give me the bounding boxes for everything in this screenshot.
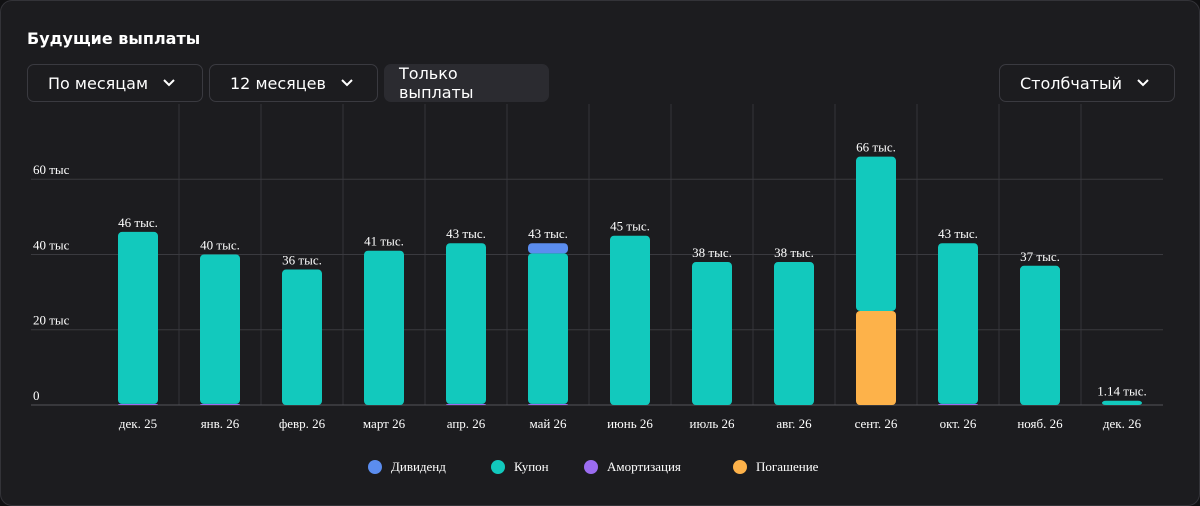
- bar-segment: [610, 235, 650, 405]
- bar-segment: [118, 403, 158, 405]
- period-select[interactable]: По месяцам: [27, 64, 203, 102]
- x-tick-label: сент. 26: [855, 416, 898, 431]
- bar-segment: [446, 243, 486, 404]
- x-tick-label: июль 26: [689, 416, 735, 431]
- range-select[interactable]: 12 месяцев: [209, 64, 378, 102]
- total-label: 38 тыс.: [774, 245, 814, 260]
- legend-dot: [368, 460, 382, 474]
- bar-segment: [938, 403, 978, 405]
- total-label: 37 тыс.: [1020, 249, 1060, 264]
- bar-segment: [856, 156, 896, 311]
- label: По месяцам: [48, 73, 149, 93]
- x-tick-label: март 26: [363, 416, 406, 431]
- total-label: 43 тыс.: [446, 226, 486, 241]
- bar-segment: [446, 403, 486, 405]
- bar-segment: [118, 231, 158, 404]
- chevron: [341, 79, 353, 87]
- legend-dot: [733, 460, 747, 474]
- legend-label: Амортизация: [607, 459, 681, 474]
- total-label: 43 тыс.: [528, 226, 568, 241]
- total-label: 46 тыс.: [118, 215, 158, 230]
- total-label: 43 тыс.: [938, 226, 978, 241]
- x-tick-label: июнь 26: [607, 416, 653, 431]
- payouts-only-toggle[interactable]: Только выплаты: [384, 64, 549, 102]
- total-label: 38 тыс.: [692, 245, 732, 260]
- chart-type-select[interactable]: Столбчатый: [999, 64, 1175, 102]
- chevron: [1137, 79, 1149, 87]
- legend-label: Дивиденд: [391, 459, 446, 474]
- card-title: Будущие выплаты: [27, 29, 201, 48]
- legend-dot: [491, 460, 505, 474]
- bar-segment: [1020, 265, 1060, 405]
- legend-dot: [584, 460, 598, 474]
- total-label: 66 тыс.: [856, 140, 896, 155]
- total-label: 1.14 тыс.: [1097, 384, 1146, 399]
- bar-segment: [200, 403, 240, 405]
- y-tick-label: 20 тыс: [33, 313, 70, 328]
- bar-segment: [1102, 400, 1142, 405]
- bar-segment: [528, 243, 568, 254]
- x-tick-label: февр. 26: [279, 416, 326, 431]
- bar-segment: [282, 269, 322, 405]
- legend-label: Погашение: [756, 459, 819, 474]
- x-tick-label: нояб. 26: [1017, 416, 1063, 431]
- x-tick-label: окт. 26: [940, 416, 977, 431]
- total-label: 40 тыс.: [200, 237, 240, 252]
- x-tick-label: янв. 26: [201, 416, 240, 431]
- y-tick-label: 40 тыс: [33, 237, 70, 252]
- bar-segment: [528, 403, 568, 405]
- chevron: [163, 79, 175, 87]
- total-label: 36 тыс.: [282, 253, 322, 268]
- x-tick-label: май 26: [529, 416, 567, 431]
- total-label: 45 тыс.: [610, 219, 650, 234]
- bar-segment: [856, 310, 896, 405]
- legend-label: Купон: [514, 459, 549, 474]
- bar-segment: [774, 262, 814, 405]
- y-tick-label: 0: [33, 388, 40, 403]
- x-tick-label: авг. 26: [776, 416, 812, 431]
- bar-segment: [938, 243, 978, 404]
- x-tick-label: дек. 25: [119, 416, 157, 431]
- label: Столбчатый: [1020, 73, 1122, 93]
- bar-segment: [692, 262, 732, 405]
- bar-segment: [200, 254, 240, 404]
- x-tick-label: апр. 26: [447, 416, 486, 431]
- y-tick-label: 60 тыс: [33, 162, 70, 177]
- bar-segment: [528, 253, 568, 404]
- label: Только выплаты: [399, 64, 474, 102]
- x-tick-label: дек. 26: [1103, 416, 1142, 431]
- bar-segment: [364, 250, 404, 405]
- label: 12 месяцев: [230, 73, 326, 93]
- total-label: 41 тыс.: [364, 234, 404, 249]
